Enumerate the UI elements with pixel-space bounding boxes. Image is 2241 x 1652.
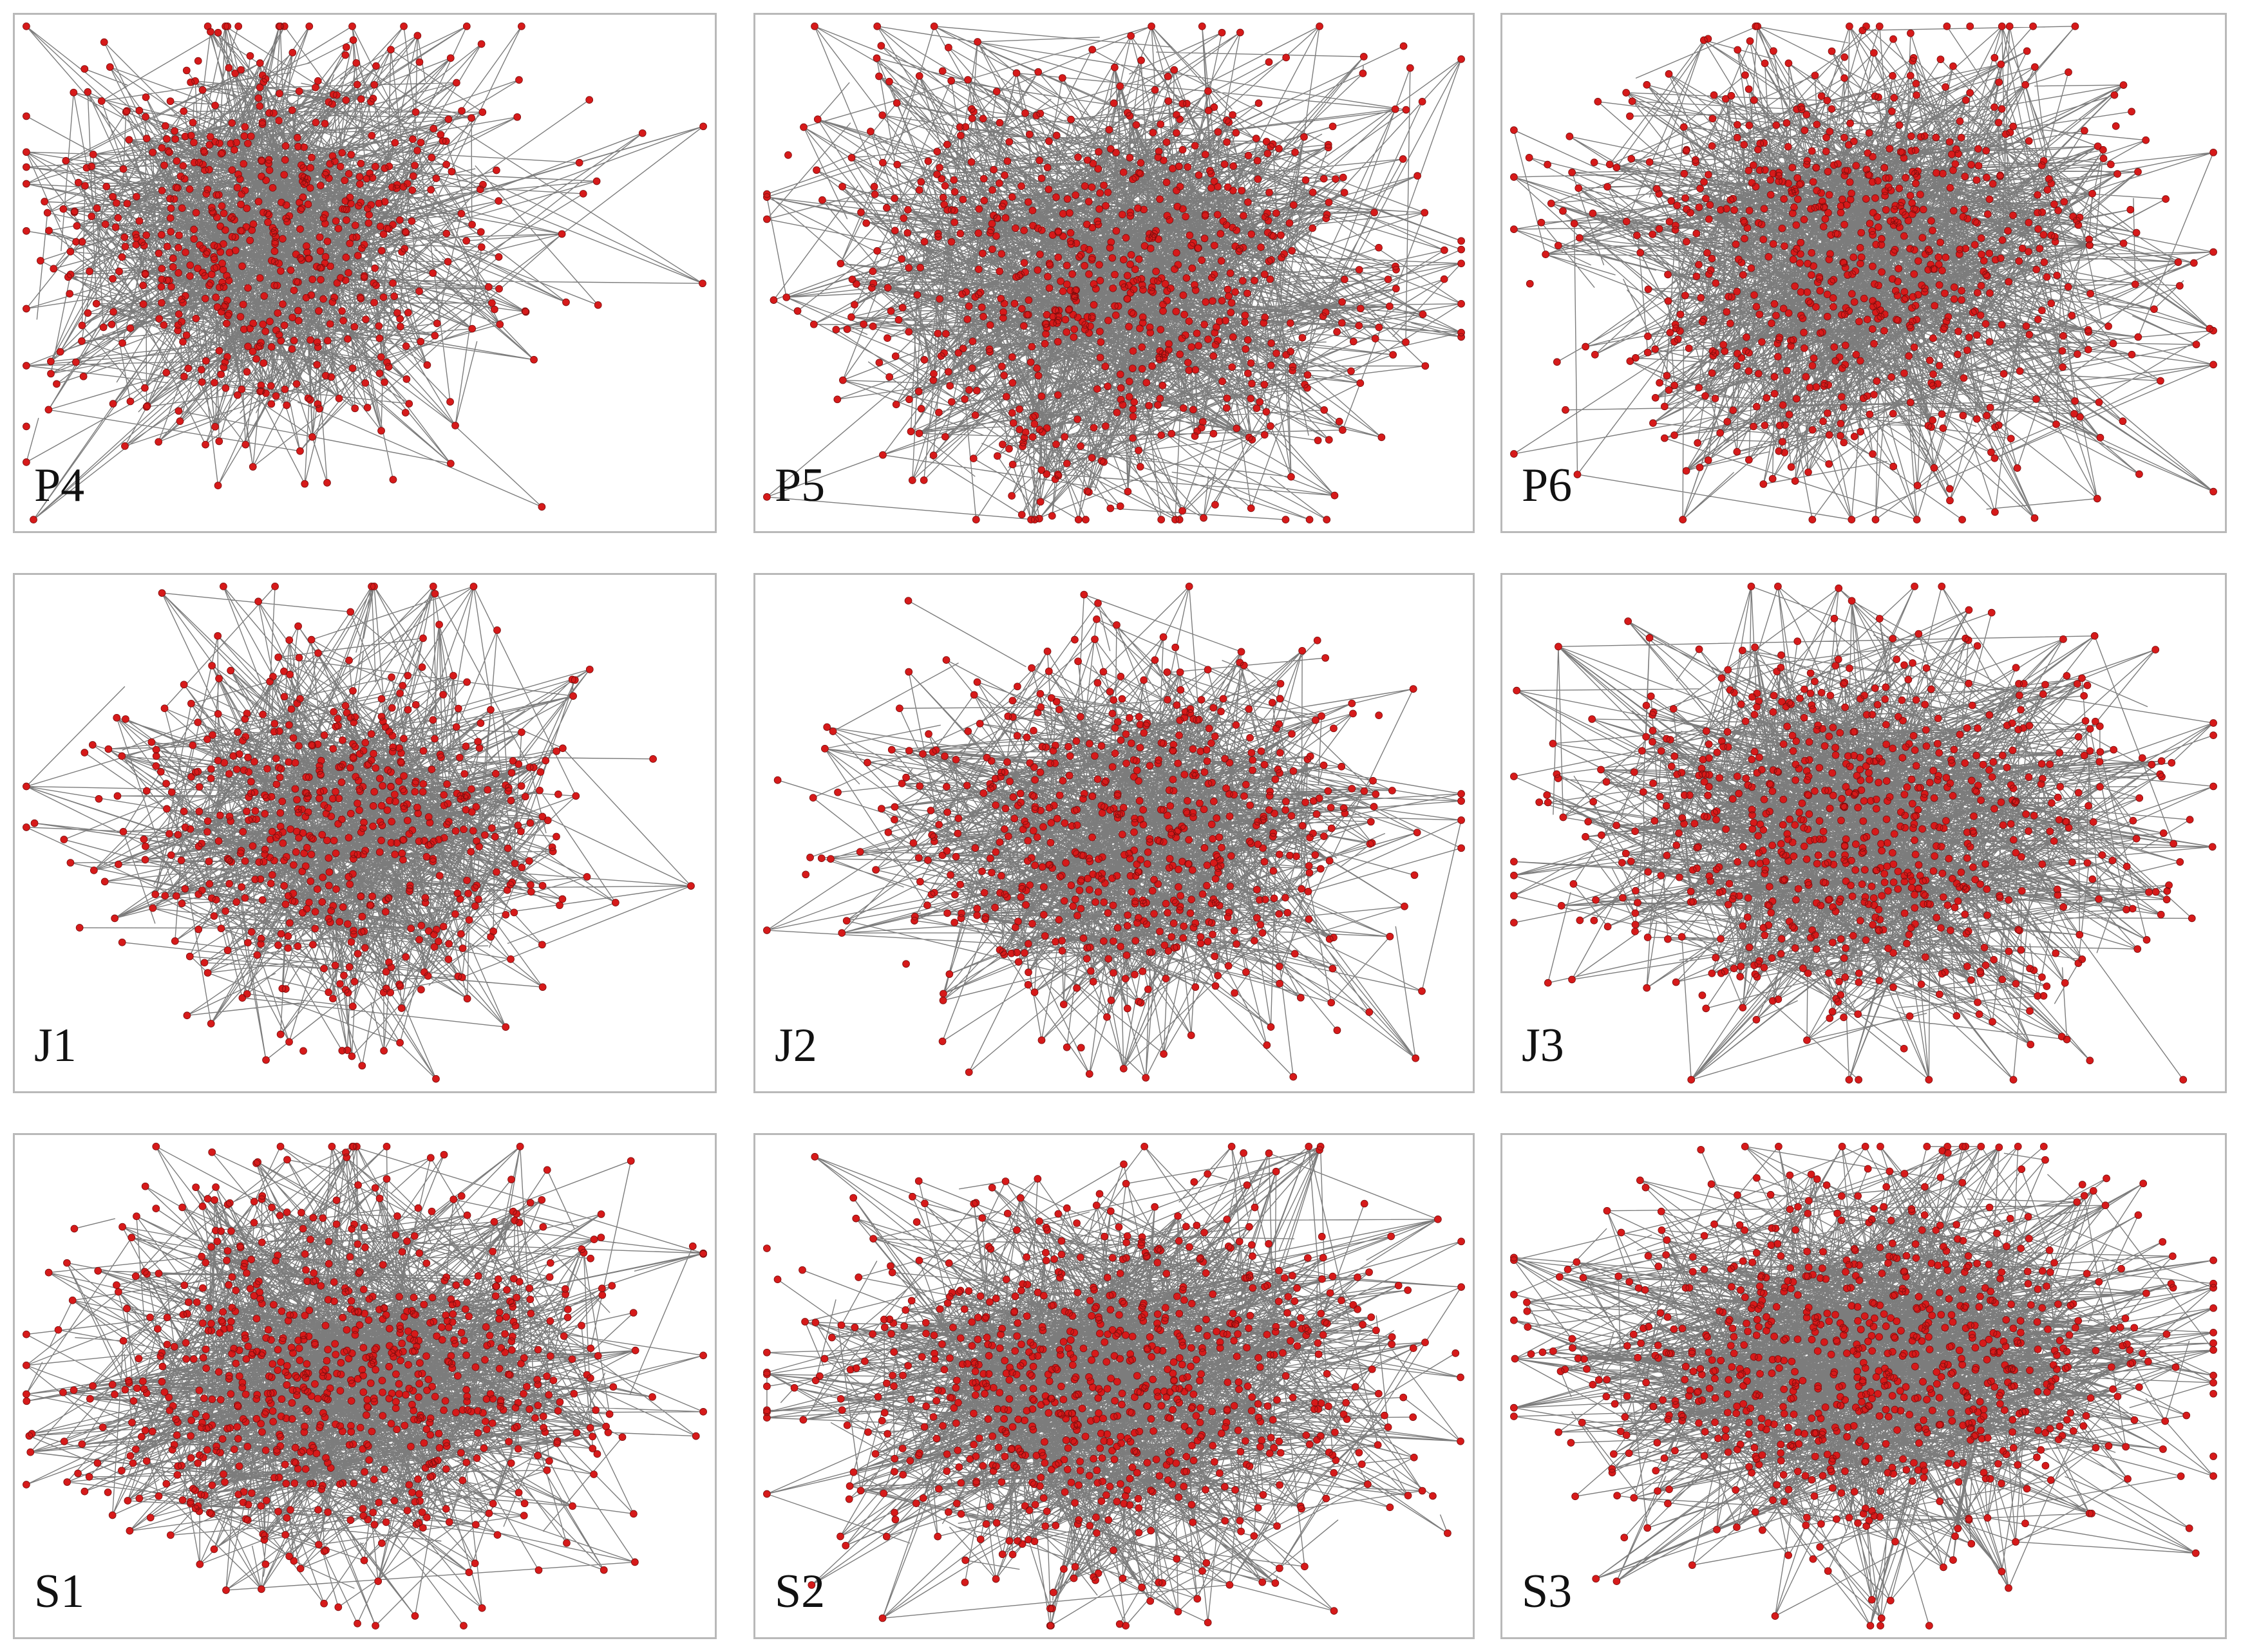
network-nodes (23, 583, 695, 1083)
network-graph-j2 (763, 583, 1465, 1082)
network-nodes (23, 23, 707, 523)
network-nodes (1510, 1143, 2217, 1629)
panel-label-p4: P4 (34, 459, 85, 512)
network-graph-j3 (1510, 583, 2217, 1084)
network-graph-s1 (23, 1143, 707, 1629)
network-graph-p5 (763, 23, 1465, 523)
network-edges (1513, 586, 2214, 1080)
network-nodes (763, 1143, 1465, 1629)
panel-label-s2: S2 (775, 1565, 826, 1618)
network-nodes (763, 23, 1465, 523)
network-edges (26, 1146, 704, 1626)
panel-p5: P5 (753, 13, 1475, 533)
panel-s2: S2 (753, 1133, 1475, 1639)
panel-j1: J1 (13, 573, 717, 1093)
network-graph-j1 (23, 583, 695, 1083)
network-graph-s2 (763, 1143, 1465, 1629)
network-edges (1513, 26, 2214, 520)
network-nodes (1510, 583, 2217, 1084)
network-graph-p4 (23, 23, 707, 523)
network-edges (1513, 1146, 2214, 1626)
network-nodes (763, 583, 1465, 1082)
panel-p4: P4 (13, 13, 717, 533)
panel-label-p5: P5 (775, 459, 826, 512)
panel-label-j3: J3 (1522, 1019, 1564, 1072)
panel-label-s3: S3 (1522, 1565, 1573, 1618)
panel-label-j2: J2 (775, 1019, 817, 1072)
network-nodes (23, 1143, 707, 1629)
network-nodes (1510, 23, 2217, 523)
panel-j2: J2 (753, 573, 1475, 1093)
panel-j3: J3 (1500, 573, 2227, 1093)
panel-label-s1: S1 (34, 1565, 85, 1618)
network-graph-s3 (1510, 1143, 2217, 1629)
network-edges (766, 586, 1462, 1078)
panel-label-p6: P6 (1522, 459, 1573, 512)
panel-p6: P6 (1500, 13, 2227, 533)
panel-s3: S3 (1500, 1133, 2227, 1639)
panel-s1: S1 (13, 1133, 717, 1639)
network-graph-p6 (1510, 23, 2217, 523)
panel-label-j1: J1 (34, 1019, 77, 1072)
